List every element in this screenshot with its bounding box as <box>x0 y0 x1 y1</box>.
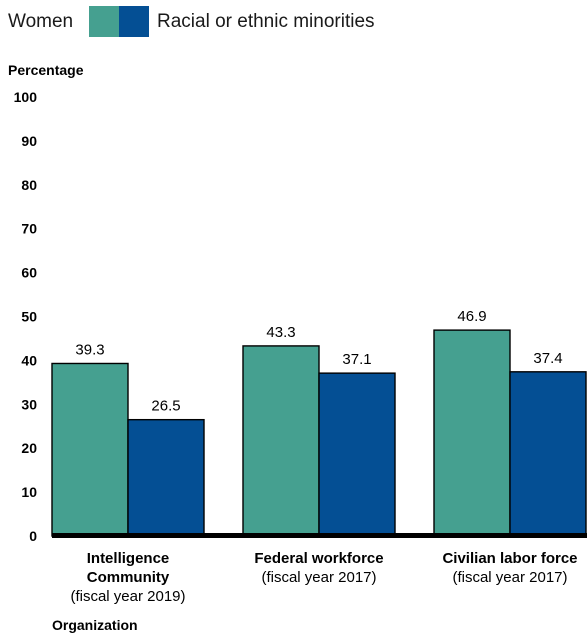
y-tick-label: 70 <box>21 221 37 237</box>
category-sublabel: (fiscal year 2017) <box>452 569 567 586</box>
bar-women <box>242 345 320 537</box>
category-label: Federal workforce <box>254 550 383 567</box>
data-label: 26.5 <box>151 398 180 415</box>
bar-minorities <box>318 372 396 537</box>
data-label: 37.4 <box>533 350 562 367</box>
category-label: Civilian labor force <box>442 550 577 567</box>
legend: Women Racial or ethnic minorities <box>8 6 375 37</box>
legend-label-minorities: Racial or ethnic minorities <box>157 11 375 32</box>
value-labels: 39.3 26.5 43.3 37.1 46.9 37.4 <box>75 308 562 415</box>
legend-swatch-minorities <box>119 6 149 37</box>
y-axis-title: Percentage <box>8 62 84 78</box>
y-tick-label: 90 <box>21 133 37 149</box>
category-label: Community <box>87 569 170 586</box>
data-label: 43.3 <box>266 324 295 341</box>
y-tick-label: 40 <box>21 352 37 368</box>
x-axis-baseline <box>52 533 587 538</box>
y-tick-label: 20 <box>21 440 37 456</box>
bar-women <box>433 329 511 537</box>
y-tick-label: 10 <box>21 484 37 500</box>
bar-minorities <box>509 371 587 537</box>
y-tick-label: 0 <box>29 528 37 544</box>
category-labels: Intelligence Community (fiscal year 2019) F… <box>70 550 577 605</box>
bar-women <box>51 362 129 537</box>
data-label: 37.1 <box>342 351 371 368</box>
y-axis-ticks: 0 10 20 30 40 50 60 70 80 90 100 <box>14 89 38 544</box>
data-label: 46.9 <box>457 308 486 325</box>
legend-label-women: Women <box>8 11 73 32</box>
category-sublabel: (fiscal year 2019) <box>70 588 185 605</box>
x-axis-title: Organization <box>52 617 138 633</box>
bars <box>51 329 587 537</box>
legend-swatch-women <box>89 6 119 37</box>
category-sublabel: (fiscal year 2017) <box>261 569 376 586</box>
y-tick-label: 100 <box>14 89 38 105</box>
category-label: Intelligence <box>87 550 170 567</box>
y-tick-label: 80 <box>21 177 37 193</box>
y-tick-label: 30 <box>21 396 37 412</box>
y-tick-label: 60 <box>21 265 37 281</box>
bar-minorities <box>127 418 205 537</box>
data-label: 39.3 <box>75 341 104 358</box>
y-tick-label: 50 <box>21 309 37 325</box>
